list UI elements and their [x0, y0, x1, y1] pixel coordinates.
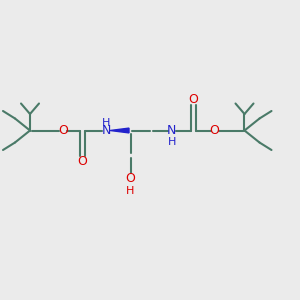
Text: H: H	[126, 185, 135, 196]
Text: O: O	[126, 172, 135, 185]
Text: H: H	[102, 118, 111, 128]
Text: N: N	[102, 124, 111, 137]
Text: O: O	[58, 124, 68, 137]
Text: H: H	[167, 137, 176, 147]
Text: O: O	[189, 93, 198, 106]
Text: N: N	[167, 124, 176, 137]
Polygon shape	[110, 128, 129, 133]
Text: O: O	[210, 124, 219, 137]
Text: O: O	[78, 155, 87, 168]
